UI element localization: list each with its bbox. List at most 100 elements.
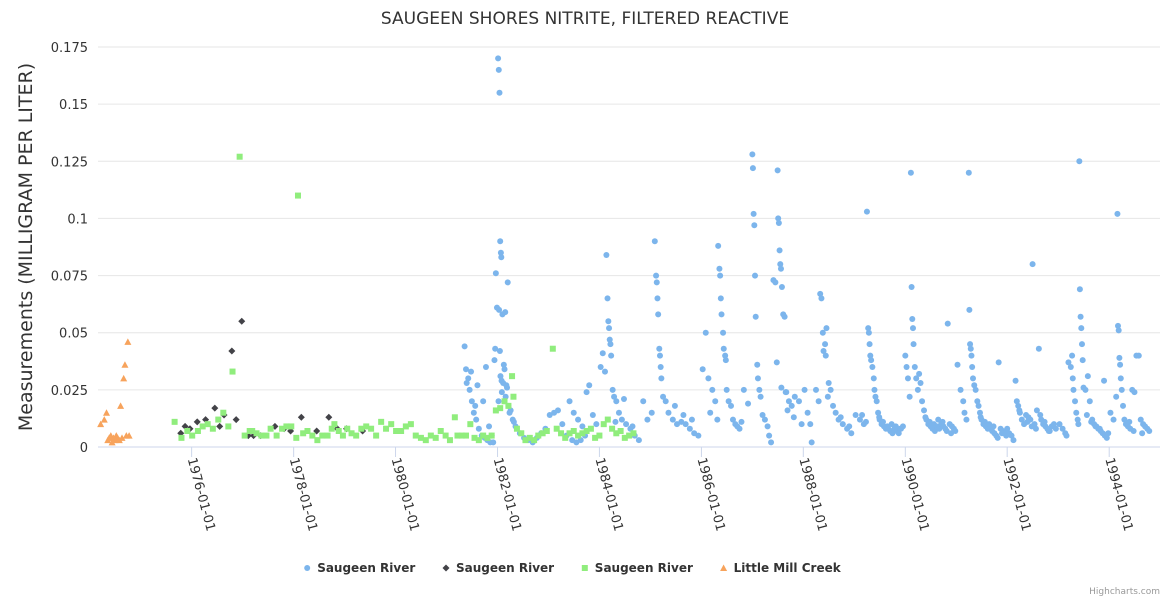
data-point[interactable]	[778, 384, 785, 391]
data-point[interactable]	[662, 398, 669, 405]
data-point[interactable]	[509, 373, 516, 380]
data-point[interactable]	[623, 421, 630, 428]
data-point[interactable]	[916, 370, 923, 377]
data-point[interactable]	[467, 421, 474, 428]
data-point[interactable]	[1072, 398, 1079, 405]
data-point[interactable]	[682, 421, 689, 428]
data-point[interactable]	[608, 352, 615, 359]
data-point[interactable]	[764, 423, 771, 430]
data-point[interactable]	[211, 404, 219, 412]
data-point[interactable]	[577, 437, 584, 444]
data-point[interactable]	[630, 430, 637, 437]
data-point[interactable]	[442, 432, 449, 439]
data-point[interactable]	[497, 249, 504, 256]
legend-item[interactable]: Little Mill Creek	[720, 561, 842, 575]
data-point[interactable]	[712, 398, 719, 405]
data-point[interactable]	[1114, 322, 1121, 329]
data-point[interactable]	[566, 430, 573, 437]
data-point[interactable]	[368, 425, 375, 432]
data-point[interactable]	[1107, 409, 1114, 416]
data-point[interactable]	[869, 364, 876, 370]
data-point[interactable]	[412, 432, 419, 439]
data-point[interactable]	[911, 364, 918, 370]
data-point[interactable]	[566, 398, 573, 405]
data-point[interactable]	[777, 265, 784, 272]
data-point[interactable]	[688, 416, 695, 423]
data-point[interactable]	[759, 412, 766, 418]
data-point[interactable]	[570, 409, 577, 416]
data-point[interactable]	[601, 368, 608, 375]
data-point[interactable]	[921, 407, 928, 414]
data-point[interactable]	[1086, 398, 1093, 405]
data-point[interactable]	[906, 393, 913, 400]
data-point[interactable]	[722, 352, 729, 359]
data-point[interactable]	[215, 416, 222, 423]
data-point[interactable]	[1010, 437, 1017, 444]
data-point[interactable]	[680, 412, 687, 418]
data-point[interactable]	[599, 350, 606, 357]
data-point[interactable]	[817, 290, 824, 297]
data-point[interactable]	[463, 380, 470, 386]
data-point[interactable]	[1135, 352, 1142, 359]
data-point[interactable]	[1077, 313, 1084, 320]
data-point[interactable]	[815, 398, 822, 405]
data-point[interactable]	[171, 418, 178, 425]
data-point[interactable]	[486, 423, 493, 430]
data-point[interactable]	[717, 295, 724, 302]
data-point[interactable]	[505, 402, 512, 409]
data-point[interactable]	[776, 247, 783, 254]
data-point[interactable]	[501, 366, 508, 373]
data-point[interactable]	[510, 393, 517, 400]
data-point[interactable]	[873, 398, 880, 405]
data-point[interactable]	[820, 348, 827, 354]
data-point[interactable]	[193, 418, 201, 426]
data-point[interactable]	[1139, 430, 1146, 437]
data-point[interactable]	[331, 421, 338, 428]
data-point[interactable]	[1101, 377, 1108, 384]
data-point[interactable]	[977, 414, 984, 421]
data-point[interactable]	[510, 418, 517, 425]
data-point[interactable]	[300, 430, 307, 437]
data-point[interactable]	[1073, 409, 1080, 416]
data-point[interactable]	[194, 428, 201, 434]
data-point[interactable]	[846, 423, 853, 430]
data-point[interactable]	[1035, 345, 1042, 352]
data-point[interactable]	[553, 425, 560, 432]
data-point[interactable]	[972, 386, 979, 393]
data-point[interactable]	[863, 208, 870, 215]
data-point[interactable]	[995, 359, 1002, 366]
data-point[interactable]	[388, 421, 395, 428]
data-point[interactable]	[1082, 386, 1089, 393]
data-point[interactable]	[738, 418, 745, 425]
data-point[interactable]	[258, 432, 265, 439]
data-point[interactable]	[775, 220, 782, 226]
data-point[interactable]	[954, 361, 961, 368]
data-point[interactable]	[867, 352, 874, 359]
data-point[interactable]	[558, 430, 565, 437]
data-point[interactable]	[575, 432, 582, 439]
data-point[interactable]	[358, 425, 365, 432]
data-point[interactable]	[504, 279, 511, 286]
data-point[interactable]	[314, 437, 321, 444]
data-point[interactable]	[498, 389, 505, 396]
data-point[interactable]	[868, 357, 875, 364]
data-point[interactable]	[714, 416, 721, 423]
data-point[interactable]	[1063, 432, 1070, 439]
data-point[interactable]	[1069, 375, 1076, 382]
data-point[interactable]	[1078, 341, 1085, 348]
data-point[interactable]	[822, 352, 829, 359]
data-point[interactable]	[522, 437, 529, 444]
data-point[interactable]	[975, 402, 982, 409]
data-point[interactable]	[470, 409, 477, 416]
data-point[interactable]	[695, 432, 702, 439]
data-point[interactable]	[1004, 425, 1011, 432]
data-point[interactable]	[398, 428, 405, 434]
data-point[interactable]	[279, 425, 286, 432]
data-point[interactable]	[620, 396, 627, 402]
data-point[interactable]	[960, 398, 967, 405]
data-point[interactable]	[209, 425, 216, 432]
data-point[interactable]	[669, 416, 676, 423]
data-point[interactable]	[944, 320, 951, 327]
data-point[interactable]	[417, 434, 424, 441]
data-point[interactable]	[606, 336, 613, 343]
